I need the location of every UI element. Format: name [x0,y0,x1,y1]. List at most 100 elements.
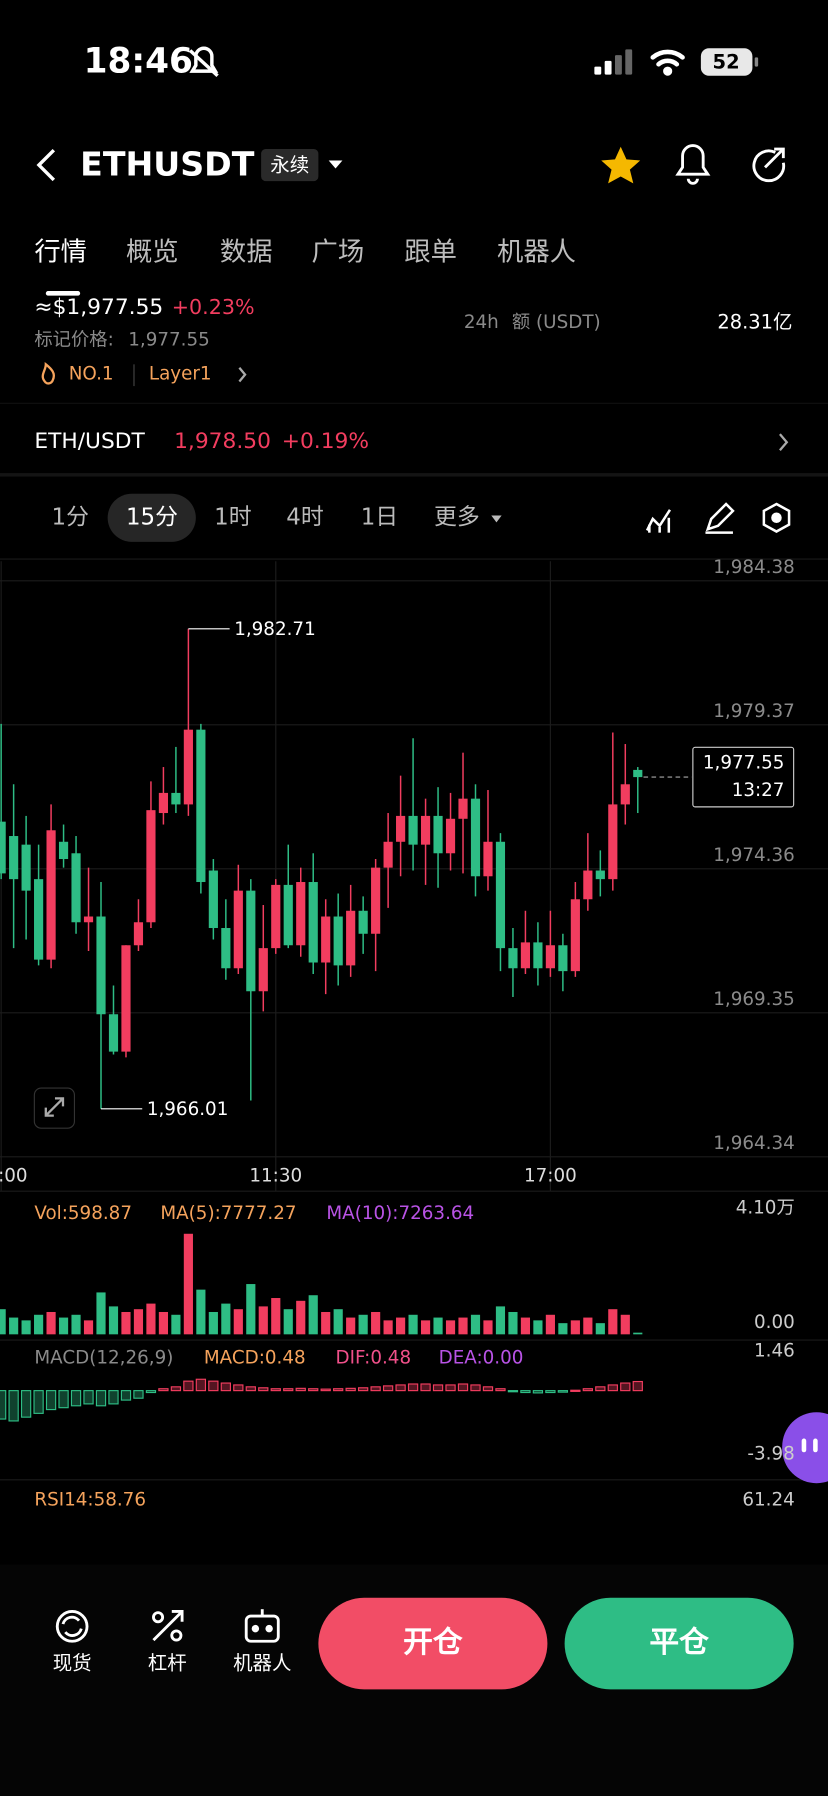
indicator-icon[interactable] [645,509,672,533]
clock: 18:46 [84,42,193,82]
tab[interactable]: 数据 [220,238,273,268]
settings-icon[interactable] [762,502,791,533]
volume-bar [445,1320,456,1335]
macd-bar [395,1384,406,1392]
volume-bar [171,1314,181,1335]
more-dropdown[interactable] [491,515,502,523]
volume-bar [0,1309,6,1335]
legend-entry: MA(10):7263.64 [326,1203,474,1224]
volume-bar [458,1317,468,1335]
macd-bar [95,1390,107,1407]
macd-bar [283,1388,294,1392]
candle-body [58,841,69,860]
tab[interactable]: 跟单 [404,238,457,268]
volume-bar [283,1309,293,1335]
volume-bar [408,1314,418,1335]
volume-bar [321,1311,331,1335]
bell-icon[interactable] [675,144,711,185]
volume-bar [346,1317,356,1335]
volume-bar [108,1306,119,1335]
candle-body [558,945,568,972]
macd-bar [8,1390,19,1422]
candle-body [296,882,306,946]
volume-label: 额 (USDT) [512,312,601,333]
tab[interactable]: 广场 [312,238,365,268]
flame-icon [41,361,55,385]
expand-button[interactable] [33,1087,76,1129]
high-label: 1,982.71 [234,619,316,640]
assistant-bubble[interactable] [782,1412,828,1484]
macd-bar [570,1389,581,1392]
candle-body [396,815,406,842]
macd-bar [183,1380,194,1392]
favorite-star[interactable] [601,146,641,184]
candle-body [545,945,555,969]
rank: NO.1 [69,364,114,385]
candle-body [333,916,343,966]
spot-chevron[interactable] [779,433,789,451]
candle-body [620,784,630,805]
contract-tag: 永续 [270,154,309,177]
draw-icon[interactable] [705,502,735,534]
candle-body [570,899,580,972]
volume-bar [570,1320,580,1335]
interval[interactable]: 更多 [434,504,480,530]
volume-bar [246,1284,256,1335]
tab[interactable]: 行情 [34,238,87,268]
price-change: +0.23% [172,295,255,319]
sector: Layer1 [149,364,212,385]
y-tick-label: 61.24 [742,1489,794,1510]
tag-bg [261,149,319,182]
y-tick-label: 1,964.34 [713,1133,795,1154]
close-button[interactable] [564,1597,794,1690]
macd-bar [158,1388,169,1392]
y-tick-label: 4.10万 [736,1197,795,1218]
close-label: 平仓 [649,1625,709,1660]
candle-body [233,890,243,969]
robot-icon[interactable] [244,1609,280,1643]
candle-body [483,841,493,877]
leverage-icon[interactable] [152,1610,184,1642]
share-icon[interactable] [752,147,786,183]
interval[interactable]: 1分 [52,504,89,530]
macd-bar [445,1384,456,1392]
macd-bar [545,1390,556,1394]
back-button[interactable] [36,148,56,182]
open-button[interactable] [318,1597,548,1690]
candle-body [71,853,81,923]
candle-body [21,844,31,891]
volume-bar [46,1311,56,1335]
interval[interactable]: 1时 [214,504,252,530]
macd-bar [45,1390,57,1411]
volume-bar [420,1320,431,1335]
candle-body [508,948,518,969]
volume-bar [545,1314,555,1335]
candle-body [271,884,281,949]
interval[interactable]: 15分 [126,504,178,530]
tab[interactable]: 概览 [126,238,179,268]
volume-value: 28.31亿 [717,311,792,334]
macd-bar [133,1390,144,1399]
candle-body [258,948,268,992]
volume-bar [470,1314,481,1335]
candle-body [321,916,331,963]
legend-entry: Vol:598.87 [34,1203,132,1224]
symbol-dropdown[interactable] [328,160,343,169]
legend-entry: MACD:0.48 [204,1347,306,1368]
macd-bar [382,1385,394,1392]
volume-bar [358,1314,368,1335]
tab[interactable]: 机器人 [497,238,576,268]
interval[interactable]: 4时 [286,504,324,530]
macd-bar [632,1380,643,1392]
candle-body [433,815,443,854]
spot-icon[interactable] [55,1610,89,1643]
macd-bar [245,1386,256,1392]
candle-body [458,798,468,819]
macd-bar [532,1390,544,1394]
chevron[interactable] [238,367,247,383]
last-price-label: 1,977.55 [703,752,785,773]
interval[interactable]: 1日 [361,504,398,530]
macd-bar [345,1387,356,1392]
plot-area [0,561,828,1422]
